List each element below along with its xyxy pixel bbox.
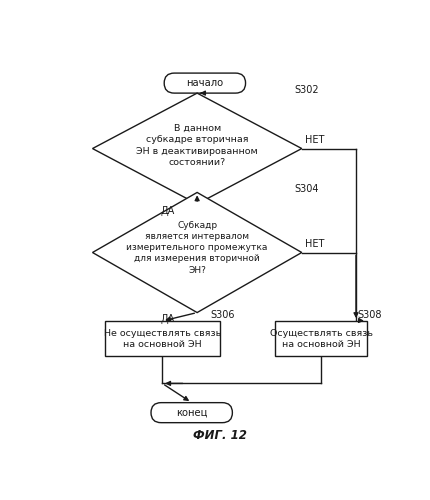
Text: ФИГ. 12: ФИГ. 12	[194, 430, 247, 442]
FancyBboxPatch shape	[164, 73, 246, 93]
Text: В данном
субкадре вторичная
ЭН в деактивированном
состоянии?: В данном субкадре вторичная ЭН в деактив…	[136, 124, 258, 166]
Text: Субкадр
является интервалом
измерительного промежутка
для измерения вторичной
ЭН: Субкадр является интервалом измерительно…	[126, 221, 268, 274]
Text: НЕТ: НЕТ	[305, 134, 324, 144]
Text: S306: S306	[210, 310, 235, 320]
Polygon shape	[92, 93, 302, 204]
Text: ДА: ДА	[160, 314, 175, 324]
Text: конец: конец	[176, 408, 207, 418]
Text: S304: S304	[294, 184, 319, 194]
FancyBboxPatch shape	[151, 402, 232, 422]
Text: S302: S302	[294, 84, 319, 94]
Text: Осуществлять связь
на основной ЭН: Осуществлять связь на основной ЭН	[270, 328, 373, 349]
Polygon shape	[92, 192, 302, 312]
Bar	[275, 321, 367, 356]
Text: начало: начало	[186, 78, 224, 88]
Text: ДА: ДА	[160, 206, 175, 216]
Text: S308: S308	[358, 310, 382, 320]
Text: Не осуществлять связь
на основной ЭН: Не осуществлять связь на основной ЭН	[104, 328, 221, 349]
Text: НЕТ: НЕТ	[305, 238, 324, 248]
Bar	[105, 321, 220, 356]
